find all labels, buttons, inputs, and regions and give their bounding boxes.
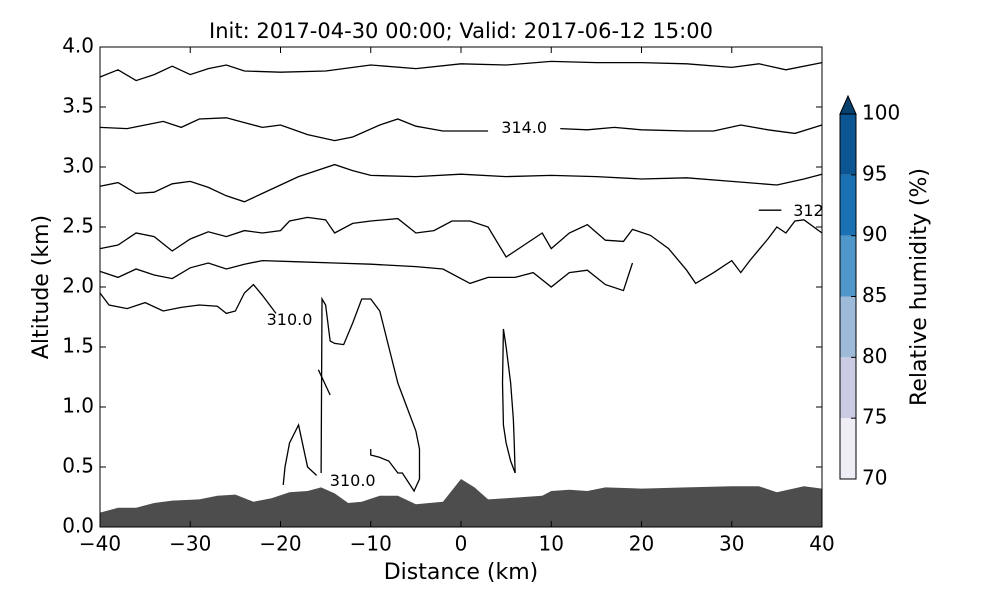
colorbar-tick-label: 80 <box>862 344 887 368</box>
contour-label: 310.0 <box>267 310 313 329</box>
contour-line <box>320 296 421 493</box>
colorbar-tick-label: 90 <box>862 222 887 246</box>
x-tick-label: 30 <box>719 532 744 556</box>
y-tick-label: 2.5 <box>62 214 94 238</box>
y-tick-label: 1.0 <box>62 394 94 418</box>
colorbar-tick-label: 70 <box>862 466 887 490</box>
terrain <box>100 479 822 527</box>
y-tick-label: 0.5 <box>62 454 94 478</box>
x-tick-label: 40 <box>809 532 834 556</box>
y-tick-label: 2.0 <box>62 274 94 298</box>
x-axis-label: Distance (km) <box>384 560 539 585</box>
colorbar-segment <box>840 174 856 236</box>
contour-line <box>99 60 823 82</box>
colorbar-extend <box>839 94 857 115</box>
contour-line <box>99 259 634 292</box>
y-axis-label: Altitude (km) <box>29 215 54 359</box>
colorbar-tick-label: 100 <box>862 101 900 125</box>
contour-line <box>99 163 823 203</box>
chart-title: Init: 2017-04-30 00:00; Valid: 2017-06-1… <box>209 19 713 43</box>
x-tick-label: 20 <box>629 532 654 556</box>
contour-line <box>317 369 331 396</box>
contour-label: 310.0 <box>330 471 376 490</box>
colorbar-segment <box>840 235 856 297</box>
x-tick-label: −30 <box>169 532 211 556</box>
x-tick-label: −40 <box>79 532 121 556</box>
colorbar-segment <box>840 418 856 479</box>
contour-line <box>99 117 823 142</box>
x-tick-label: 10 <box>539 532 564 556</box>
colorbar-segment <box>840 296 856 358</box>
contour-line <box>99 216 823 285</box>
x-tick-label: −10 <box>350 532 392 556</box>
colorbar-label: Relative humidity (%) <box>907 168 932 406</box>
x-tick-label: −20 <box>259 532 301 556</box>
colorbar-tick-label: 85 <box>862 283 887 307</box>
y-tick-label: 1.5 <box>62 334 94 358</box>
y-tick-label: 3.5 <box>62 94 94 118</box>
y-tick-label: 3.0 <box>62 154 94 178</box>
contour-line <box>501 328 516 474</box>
colorbar-tick-label: 75 <box>862 405 887 429</box>
colorbar-tick-label: 95 <box>862 161 887 185</box>
colorbar-segment <box>840 357 856 419</box>
contour-line <box>99 283 277 315</box>
y-tick-label: 0.0 <box>62 514 94 538</box>
contour-label: 312 <box>793 201 824 220</box>
colorbar-segment <box>840 114 856 175</box>
contour-line <box>282 423 318 486</box>
x-tick-label: 0 <box>455 532 468 556</box>
y-tick-label: 4.0 <box>62 34 94 58</box>
contour-label: 314.0 <box>501 118 547 137</box>
